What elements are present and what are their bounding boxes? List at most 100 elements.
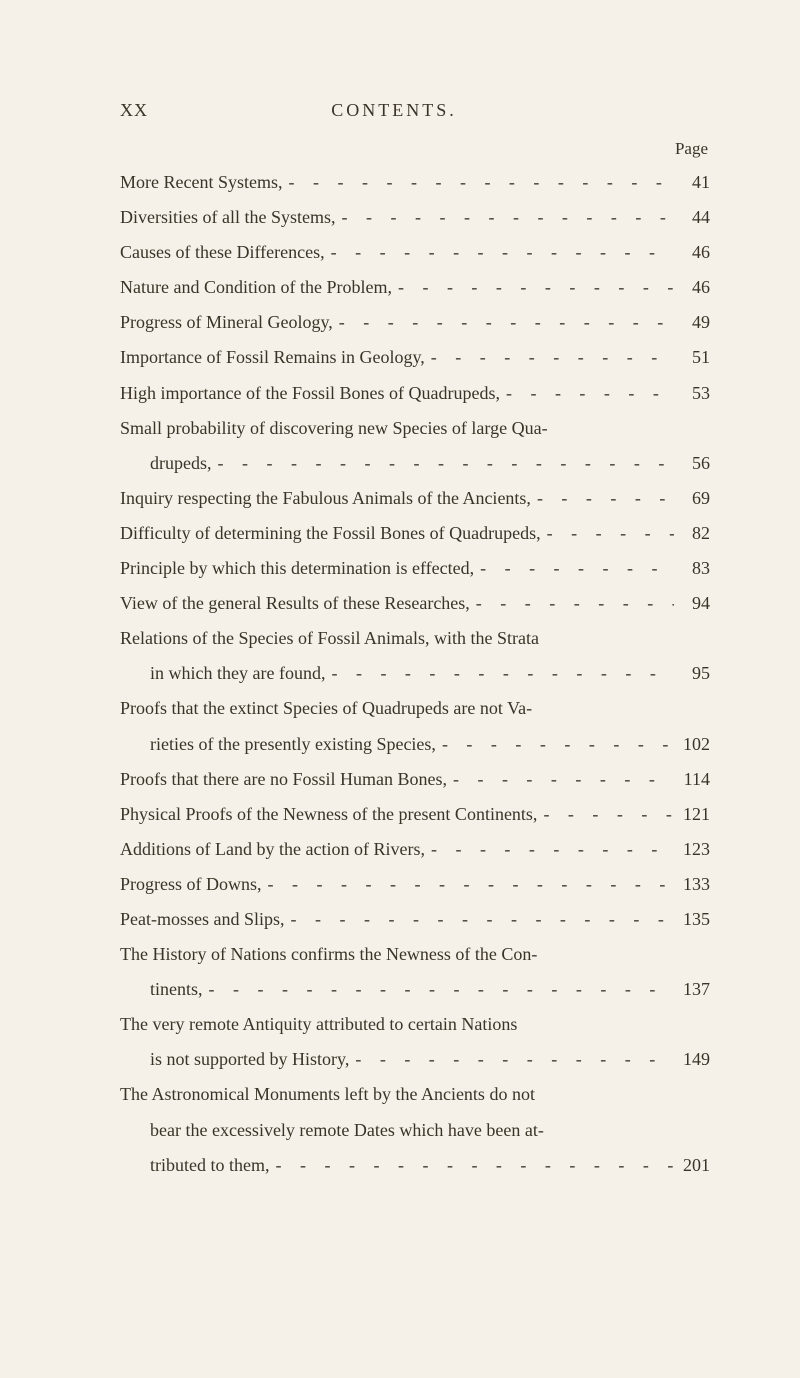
entry-text: Relations of the Species of Fossil Anima… xyxy=(120,621,539,656)
toc-entry-line: tributed to them, 201 xyxy=(120,1148,710,1183)
toc-entry-line: Inquiry respecting the Fabulous Animals … xyxy=(120,481,710,516)
dash-leader xyxy=(470,586,674,621)
entry-page-number: 53 xyxy=(674,376,710,411)
entry-page-number: 102 xyxy=(674,727,710,762)
entry-text: Principle by which this determination is… xyxy=(120,551,474,586)
dash-leader xyxy=(335,200,674,235)
dash-leader xyxy=(203,972,675,1007)
dash-leader xyxy=(333,305,674,340)
entry-text: The very remote Antiquity attributed to … xyxy=(120,1007,517,1042)
dash-leader xyxy=(474,551,674,586)
toc-entry-line: Difficulty of determining the Fossil Bon… xyxy=(120,516,710,551)
toc-entry-line: The History of Nations confirms the Newn… xyxy=(120,937,710,972)
entry-page-number: 83 xyxy=(674,551,710,586)
entry-text: tinents, xyxy=(120,972,203,1007)
entry-page-number: 114 xyxy=(674,762,710,797)
entry-text: Small probability of discovering new Spe… xyxy=(120,411,548,446)
entry-text: is not supported by History, xyxy=(120,1042,349,1077)
dash-leader xyxy=(212,446,675,481)
entry-text: bear the excessively remote Dates which … xyxy=(120,1113,544,1148)
page-column-label: Page xyxy=(120,139,710,159)
entry-page-number: 44 xyxy=(674,200,710,235)
entry-text: Importance of Fossil Remains in Geology, xyxy=(120,340,425,375)
dash-leader xyxy=(541,516,674,551)
toc-entry-line: Small probability of discovering new Spe… xyxy=(120,411,710,446)
toc-entry-line: Peat-mosses and Slips, 135 xyxy=(120,902,710,937)
entry-text: Proofs that there are no Fossil Human Bo… xyxy=(120,762,447,797)
entry-page-number: 123 xyxy=(674,832,710,867)
toc-entry-line: tinents, 137 xyxy=(120,972,710,1007)
entry-page-number: 95 xyxy=(674,656,710,691)
dash-leader xyxy=(531,481,674,516)
dash-leader xyxy=(325,235,674,270)
toc-entry-line: Proofs that there are no Fossil Human Bo… xyxy=(120,762,710,797)
dash-leader xyxy=(282,165,674,200)
entry-page-number: 94 xyxy=(674,586,710,621)
entries-list: More Recent Systems, 41 Diversities of all… xyxy=(120,165,710,1183)
toc-entry-line: Physical Proofs of the Newness of the pr… xyxy=(120,797,710,832)
entry-text: View of the general Results of these Res… xyxy=(120,586,470,621)
contents-page: XX CONTENTS. Page More Recent Systems, 41… xyxy=(0,0,800,1243)
toc-entry-line: Importance of Fossil Remains in Geology,… xyxy=(120,340,710,375)
dash-leader xyxy=(537,797,674,832)
toc-entry-line: Relations of the Species of Fossil Anima… xyxy=(120,621,710,656)
section-title: CONTENTS. xyxy=(108,100,680,121)
entry-text: tributed to them, xyxy=(120,1148,269,1183)
entry-page-number: 137 xyxy=(674,972,710,1007)
entry-page-number: 46 xyxy=(674,235,710,270)
entry-page-number: 49 xyxy=(674,305,710,340)
header-spacer xyxy=(680,100,710,121)
toc-entry-line: High importance of the Fossil Bones of Q… xyxy=(120,376,710,411)
entry-text: Additions of Land by the action of River… xyxy=(120,832,425,867)
dash-leader xyxy=(349,1042,674,1077)
dash-leader xyxy=(262,867,675,902)
dash-leader xyxy=(425,832,674,867)
entry-page-number: 69 xyxy=(674,481,710,516)
entry-text: Proofs that the extinct Species of Quadr… xyxy=(120,691,532,726)
toc-entry-line: bear the excessively remote Dates which … xyxy=(120,1113,710,1148)
toc-entry-line: Proofs that the extinct Species of Quadr… xyxy=(120,691,710,726)
toc-entry-line: The very remote Antiquity attributed to … xyxy=(120,1007,710,1042)
entry-text: Diversities of all the Systems, xyxy=(120,200,335,235)
header-row: XX CONTENTS. xyxy=(120,100,710,121)
entry-text: in which they are found, xyxy=(120,656,325,691)
entry-page-number: 133 xyxy=(674,867,710,902)
dash-leader xyxy=(285,902,675,937)
entry-text: Physical Proofs of the Newness of the pr… xyxy=(120,797,537,832)
toc-entry-line: is not supported by History, 149 xyxy=(120,1042,710,1077)
entry-text: Progress of Downs, xyxy=(120,867,262,902)
toc-entry-line: drupeds, 56 xyxy=(120,446,710,481)
entry-page-number: 121 xyxy=(674,797,710,832)
dash-leader xyxy=(436,727,674,762)
toc-entry-line: Additions of Land by the action of River… xyxy=(120,832,710,867)
entry-page-number: 46 xyxy=(674,270,710,305)
toc-entry-line: View of the general Results of these Res… xyxy=(120,586,710,621)
toc-entry-line: rieties of the presently existing Specie… xyxy=(120,727,710,762)
toc-entry-line: in which they are found, 95 xyxy=(120,656,710,691)
entry-page-number: 201 xyxy=(674,1148,710,1183)
dash-leader xyxy=(325,656,674,691)
dash-leader xyxy=(500,376,674,411)
entry-text: Causes of these Differences, xyxy=(120,235,325,270)
dash-leader xyxy=(392,270,674,305)
entry-page-number: 149 xyxy=(674,1042,710,1077)
entry-text: The Astronomical Monuments left by the A… xyxy=(120,1077,535,1112)
entry-page-number: 82 xyxy=(674,516,710,551)
entry-text: More Recent Systems, xyxy=(120,165,282,200)
entry-text: drupeds, xyxy=(120,446,212,481)
entry-text: Peat-mosses and Slips, xyxy=(120,902,285,937)
toc-entry-line: The Astronomical Monuments left by the A… xyxy=(120,1077,710,1112)
dash-leader xyxy=(269,1148,674,1183)
entry-page-number: 56 xyxy=(674,446,710,481)
entry-text: High importance of the Fossil Bones of Q… xyxy=(120,376,500,411)
dash-leader xyxy=(425,340,674,375)
toc-entry-line: Causes of these Differences, 46 xyxy=(120,235,710,270)
dash-leader xyxy=(447,762,674,797)
toc-entry-line: Nature and Condition of the Problem,46 xyxy=(120,270,710,305)
toc-entry-line: Principle by which this determination is… xyxy=(120,551,710,586)
entry-text: Inquiry respecting the Fabulous Animals … xyxy=(120,481,531,516)
toc-entry-line: Progress of Downs, 133 xyxy=(120,867,710,902)
entry-page-number: 135 xyxy=(674,902,710,937)
entry-page-number: 51 xyxy=(674,340,710,375)
entry-page-number: 41 xyxy=(674,165,710,200)
